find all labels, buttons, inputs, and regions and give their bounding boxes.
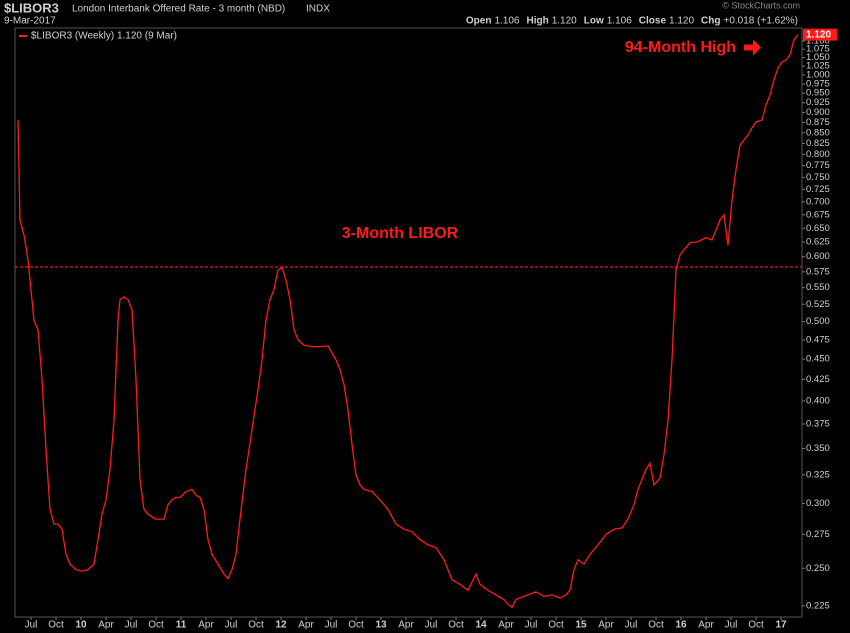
x-tick-label: Oct: [448, 620, 464, 631]
x-tick-label: 12: [275, 620, 287, 631]
x-tick-label: Oct: [548, 620, 564, 631]
x-tick-label: Oct: [648, 620, 664, 631]
quote-label: Close: [639, 16, 667, 27]
y-tick-label: 0.350: [806, 443, 830, 454]
quote-value: 1.106: [494, 16, 519, 27]
y-tick-label: 0.900: [806, 107, 830, 118]
y-tick-label: 1.025: [806, 61, 830, 72]
symbol: $LIBOR3: [4, 0, 59, 15]
y-tick-label: 0.925: [806, 97, 830, 108]
x-tick-label: Oct: [248, 620, 264, 631]
x-tick-label: Apr: [198, 620, 214, 631]
exchange: INDX: [306, 4, 330, 15]
y-tick-label: 0.600: [806, 251, 830, 262]
y-tick-label: 0.825: [806, 138, 830, 149]
x-tick-label: 17: [775, 620, 787, 631]
x-tick-label: 15: [575, 620, 587, 631]
y-tick-label: 0.800: [806, 149, 830, 160]
annotation-arrow: [744, 39, 761, 56]
y-tick-label: 0.850: [806, 127, 830, 138]
y-tick-label: 0.775: [806, 160, 830, 171]
x-tick-label: Jul: [25, 620, 38, 631]
x-tick-label: Jul: [725, 620, 738, 631]
x-tick-label: Jul: [625, 620, 638, 631]
x-tick-label: Oct: [48, 620, 64, 631]
annotation: 3-Month LIBOR: [342, 225, 459, 242]
last-value-label: 1.120: [806, 29, 831, 40]
x-tick-label: Jul: [125, 620, 138, 631]
y-tick-label: 0.325: [806, 469, 830, 480]
y-tick-label: 0.375: [806, 418, 830, 429]
x-tick-label: 11: [176, 620, 187, 631]
x-tick-label: Oct: [748, 620, 764, 631]
y-tick-label: 0.700: [806, 196, 830, 207]
y-tick-label: 0.625: [806, 237, 830, 248]
y-tick-label: 0.400: [806, 396, 830, 407]
x-tick-label: 10: [75, 620, 87, 631]
x-tick-label: Oct: [348, 620, 364, 631]
x-tick-label: 16: [675, 620, 687, 631]
x-tick-label: Apr: [398, 620, 414, 631]
x-tick-label: Apr: [698, 620, 714, 631]
quote-value: +0.018 (+1.62%): [724, 16, 799, 27]
x-tick-label: 13: [375, 620, 387, 631]
y-tick-label: 0.750: [806, 172, 830, 183]
y-tick-label: 0.675: [806, 209, 830, 220]
x-tick-label: Apr: [598, 620, 614, 631]
plot-frame: [14, 27, 803, 618]
y-tick-label: 1.100: [806, 36, 830, 47]
x-tick-label: Apr: [298, 620, 314, 631]
quote-label: Chg: [701, 16, 720, 27]
quote-label: Low: [584, 16, 604, 27]
y-tick-label: 1.075: [806, 44, 830, 55]
legend-label: $LIBOR3 (Weekly) 1.120 (9 Mar): [31, 31, 177, 42]
y-tick-label: 0.275: [806, 529, 830, 540]
x-tick-label: Apr: [98, 620, 114, 631]
x-tick-label: Jul: [425, 620, 438, 631]
x-tick-label: Jul: [325, 620, 338, 631]
x-tick-label: 14: [475, 620, 487, 631]
quote-value: 1.106: [607, 16, 632, 27]
y-tick-label: 0.450: [806, 354, 830, 365]
y-tick-label: 0.500: [806, 316, 830, 327]
y-tick-label: 0.525: [806, 299, 830, 310]
y-tick-label: 0.225: [806, 600, 830, 611]
quote-label: Open: [466, 16, 492, 27]
y-tick-label: 0.975: [806, 78, 830, 89]
x-tick-label: Jul: [525, 620, 538, 631]
quote-value: 1.120: [669, 16, 694, 27]
x-tick-label: Oct: [148, 620, 164, 631]
x-tick-label: Apr: [498, 620, 514, 631]
y-tick-label: 0.300: [806, 498, 830, 509]
quote-label: High: [527, 16, 549, 27]
y-tick-label: 0.425: [806, 374, 830, 385]
y-tick-label: 0.250: [806, 563, 830, 574]
quote-value: 1.120: [552, 16, 577, 27]
last-value-box: [803, 28, 837, 41]
x-tick-label: Jul: [225, 620, 238, 631]
credit: © StockCharts.com: [722, 0, 800, 10]
subtitle: London Interbank Offered Rate - 3 month …: [72, 4, 285, 15]
y-tick-label: 0.575: [806, 266, 830, 277]
y-tick-label: 0.550: [806, 282, 830, 293]
y-tick-label: 1.000: [806, 69, 830, 80]
annotation: 94-Month High: [625, 39, 736, 56]
y-tick-label: 0.875: [806, 117, 830, 128]
series-line: [17, 34, 799, 609]
y-tick-label: 1.050: [806, 52, 830, 63]
y-tick-label: 0.950: [806, 88, 830, 99]
y-tick-label: 0.725: [806, 184, 830, 195]
y-tick-label: 0.650: [806, 223, 830, 234]
date: 9-Mar-2017: [4, 16, 56, 27]
y-tick-label: 0.475: [806, 334, 830, 345]
